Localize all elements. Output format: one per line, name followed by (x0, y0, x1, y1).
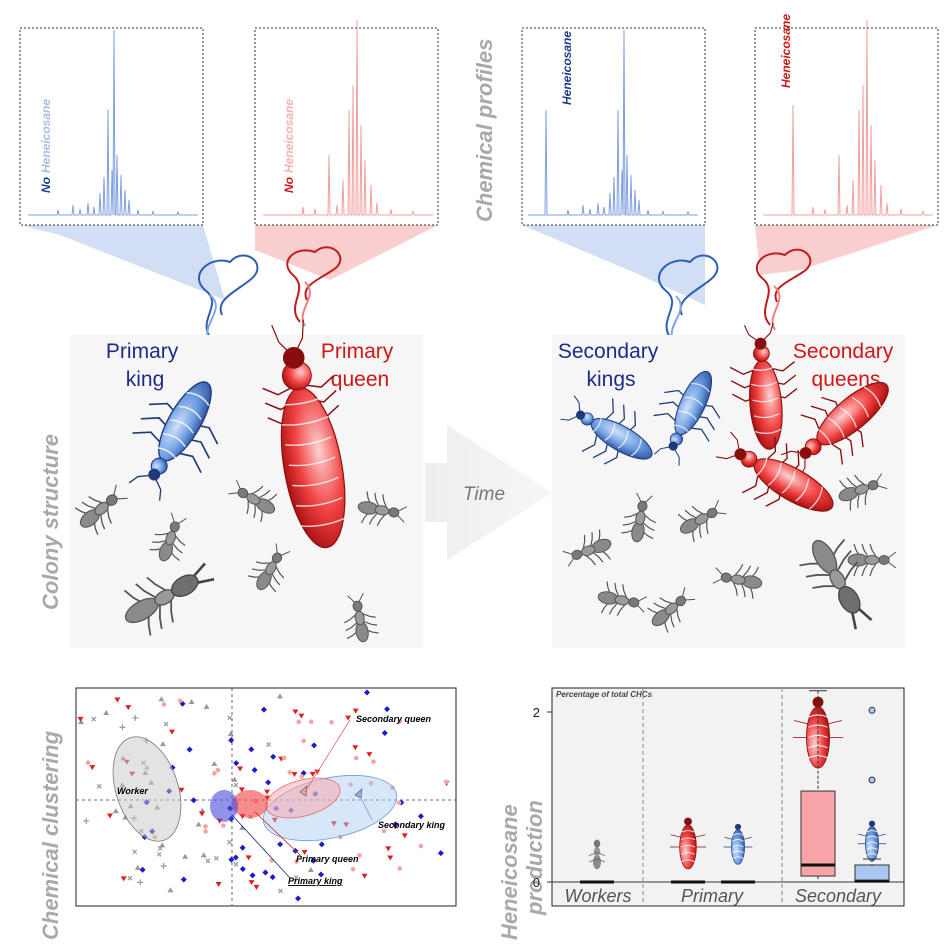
worker-termite-icon (248, 543, 291, 593)
primary-king-label: Primary king (106, 340, 184, 391)
king-termite-icon (723, 823, 753, 865)
reproductive-termite-icon (715, 431, 834, 512)
box-secondary-queen (792, 690, 844, 881)
secondary-queens-label: Secondary queens (793, 340, 899, 391)
box-secondary-king (854, 706, 890, 883)
outlier-point (868, 706, 876, 714)
worker-termite-icon (647, 587, 696, 633)
heneicosane-secondary-queen-label: Heneicosane (779, 14, 793, 88)
colony-structure-label: Colony structure (38, 434, 63, 610)
chromatogram-secondary-queen: Heneicosane (754, 14, 939, 275)
worker-termite-icon (562, 529, 612, 567)
scent-swirl-icons (197, 246, 812, 346)
chromatogram-primary-king: NoHeneicosane (19, 27, 225, 300)
worker-termite-icon (597, 581, 648, 617)
primary-queen-cluster-label: Primary queen (296, 854, 359, 864)
worker-termite-icon (847, 543, 897, 577)
worker-termite-icon (74, 484, 128, 536)
reproductive-termite-icon (262, 319, 347, 549)
category-label: Secondary (795, 886, 882, 906)
box-primary-king (721, 823, 755, 884)
time-arrow: Time (425, 425, 552, 560)
primary-queen-ellipse (232, 790, 268, 818)
soldier-termite-icon (123, 562, 215, 636)
box-primary-queen (669, 817, 707, 884)
chromatogram-primary-queen: NoHeneicosane (254, 19, 439, 280)
time-label: Time (463, 484, 505, 505)
worker-termite-icon (149, 512, 187, 562)
reproductive-termite-icon (653, 370, 721, 466)
no-heneicosane-king-label: NoHeneicosane (39, 99, 53, 193)
boxplot-title: Percentage of total CHCs (556, 690, 653, 699)
worker-termite-icon (357, 491, 408, 527)
primary-king-cluster-label: Primary king (288, 876, 343, 886)
box-workers-worker (580, 839, 614, 884)
secondary-queen-cluster-label: Secondary queen (356, 714, 432, 724)
heneicosane-boxplot: Percentage of total CHCs 0 2 Workers Prima… (533, 687, 905, 907)
outlier-point (868, 776, 876, 784)
worker-cluster-label: Worker (117, 786, 148, 796)
worker-ellipse (112, 736, 182, 842)
secondary-king-cluster-label: Secondary king (378, 820, 446, 830)
soldier-termite-icon (799, 538, 873, 630)
y-tick-label: 0 (533, 875, 540, 890)
worker-termite-icon (712, 563, 763, 599)
reproductive-termite-icon (128, 381, 219, 501)
worker-termite-icon (228, 479, 278, 522)
y-tick-label: 2 (533, 705, 540, 720)
pca-plot: Worker Secondary queen Secondary king Pr… (75, 687, 457, 907)
category-label: Primary (681, 886, 744, 906)
worker-termite-icon (677, 499, 727, 542)
chromatogram-secondary-king: Heneicosane (521, 27, 706, 305)
chemical-clustering-label: Chemical clustering (38, 730, 63, 940)
worker-termite-icon (343, 592, 379, 643)
category-label: Workers (565, 886, 632, 906)
box-iqr (854, 864, 890, 883)
no-heneicosane-queen-label: NoHeneicosane (282, 99, 296, 193)
primary-king-ellipse (210, 790, 238, 822)
reproductive-termite-icon (729, 322, 798, 450)
reproductive-termite-icon (560, 395, 653, 465)
heneicosane-secondary-king-label: Heneicosane (560, 31, 574, 105)
reproductive-termite-icon (780, 381, 889, 478)
queen-termite-icon (669, 817, 707, 870)
primary-queen-label: Primary queen (321, 340, 399, 391)
heneicosane-production-label: Heneicosane production (497, 798, 547, 940)
box-iqr (800, 790, 836, 877)
worker-termite-icon (838, 473, 888, 511)
worker-termite-icon (588, 839, 606, 870)
termite-illustrations (74, 319, 897, 643)
king-termite-icon (857, 820, 887, 862)
chemical-profiles-label: Chemical profiles (472, 39, 497, 222)
worker-termite-icon (621, 492, 657, 543)
secondary-kings-label: Secondary kings (558, 340, 664, 391)
